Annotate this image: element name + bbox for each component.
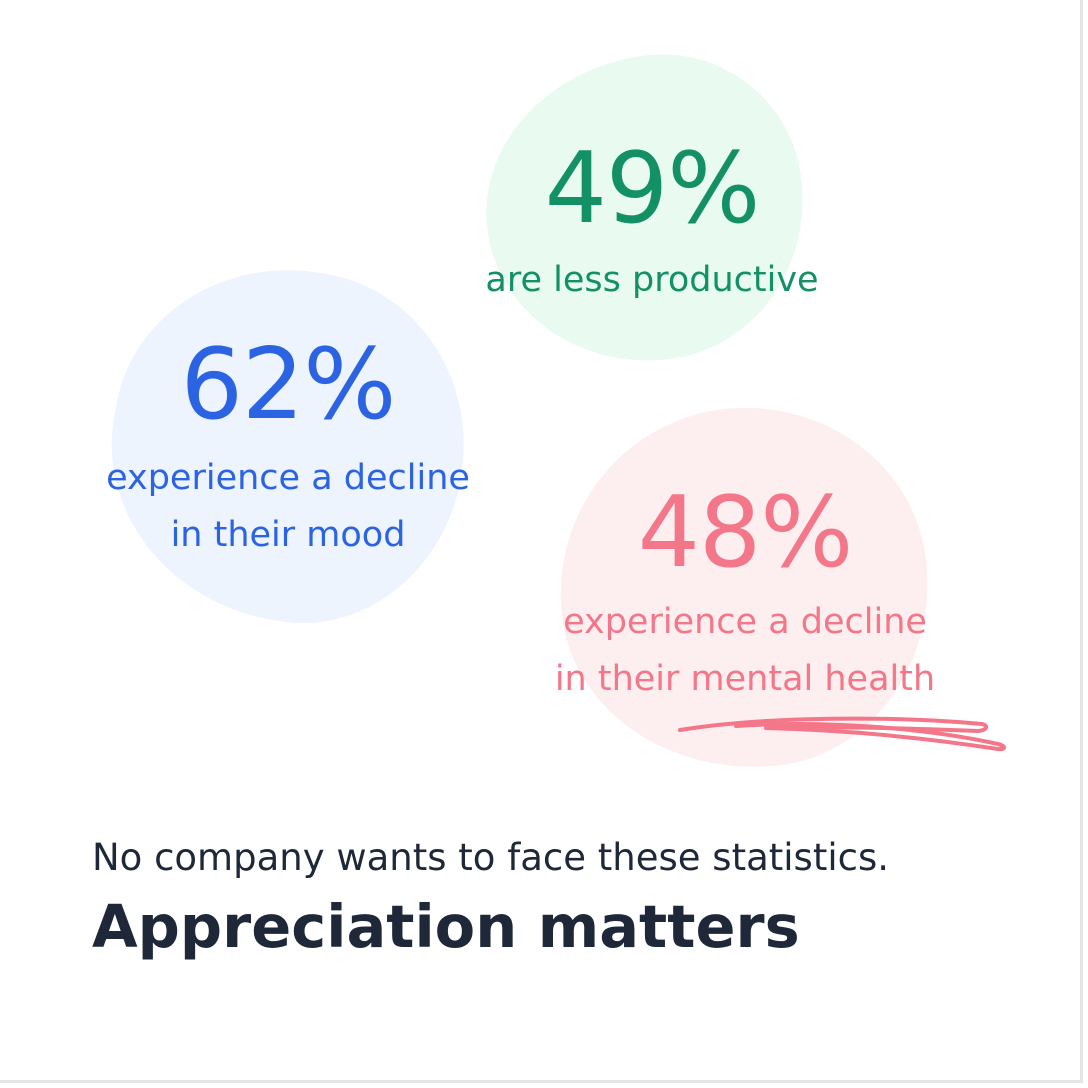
brush-underline-decoration — [678, 716, 1006, 752]
stat-description-line: experience a decline — [106, 458, 470, 498]
stat-description-line: in their mood — [170, 515, 406, 555]
stat-percent: 49% — [544, 132, 761, 246]
stat-less-productive: 49% are less productive — [446, 140, 858, 309]
stat-percent: 62% — [180, 328, 397, 442]
stat-description-line: in their mental health — [554, 659, 936, 699]
stat-mental-health-decline: 48% experience a decline in their mental… — [514, 484, 976, 708]
footer-headline: Appreciation matters — [92, 892, 800, 961]
stat-percent: 48% — [637, 476, 854, 590]
stat-description-line: are less productive — [485, 260, 819, 300]
footer-subtitle: No company wants to face these statistic… — [92, 836, 889, 879]
footer-message: No company wants to face these statistic… — [92, 834, 1052, 966]
stat-mood-decline: 62% experience a decline in their mood — [72, 336, 504, 564]
stat-description-line: experience a decline — [563, 602, 927, 642]
